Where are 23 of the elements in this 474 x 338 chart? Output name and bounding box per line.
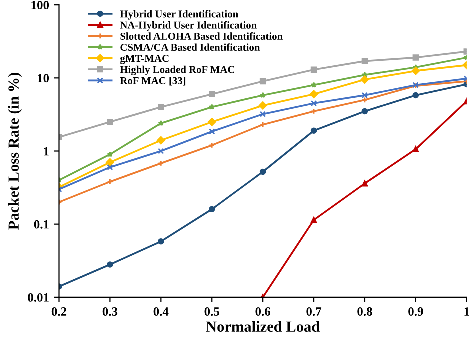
legend-label: NA-Hybrid User Identification (120, 21, 257, 32)
legend-label: Slotted ALOHA Based Identification (120, 32, 283, 40)
x-axis-title: Normalized Load (206, 321, 320, 332)
y-tick-label: 0.1 (34, 220, 49, 229)
y-tick-label: 10 (38, 74, 50, 83)
x-tick-label: 0.7 (306, 308, 322, 316)
y-tick-label: 0.01 (28, 293, 49, 302)
x-tick-label: 0.6 (256, 308, 271, 316)
x-tick-label: 0.2 (52, 308, 67, 316)
y-axis-title: Packet Loss Rate (in %) (8, 73, 22, 230)
y-tick-label: 100 (32, 1, 50, 10)
x-tick-label: 0.8 (358, 308, 372, 316)
legend-label: CSMA/CA Based Identification (120, 44, 260, 52)
legend-label: Highly Loaded RoF MAC (120, 66, 234, 76)
x-tick-label: 0.3 (102, 308, 118, 316)
legend-label: RoF MAC [33] (120, 77, 186, 86)
x-tick-label: 0.5 (204, 308, 220, 316)
legend-label: gMT-MAC (120, 55, 169, 64)
legend-label: Hybrid User Identification (120, 10, 238, 20)
x-tick-label: 0.4 (154, 308, 169, 316)
x-tick-label: 0.9 (408, 308, 424, 316)
y-tick-label: 1 (44, 147, 49, 156)
x-tick-label: 1 (464, 308, 470, 316)
